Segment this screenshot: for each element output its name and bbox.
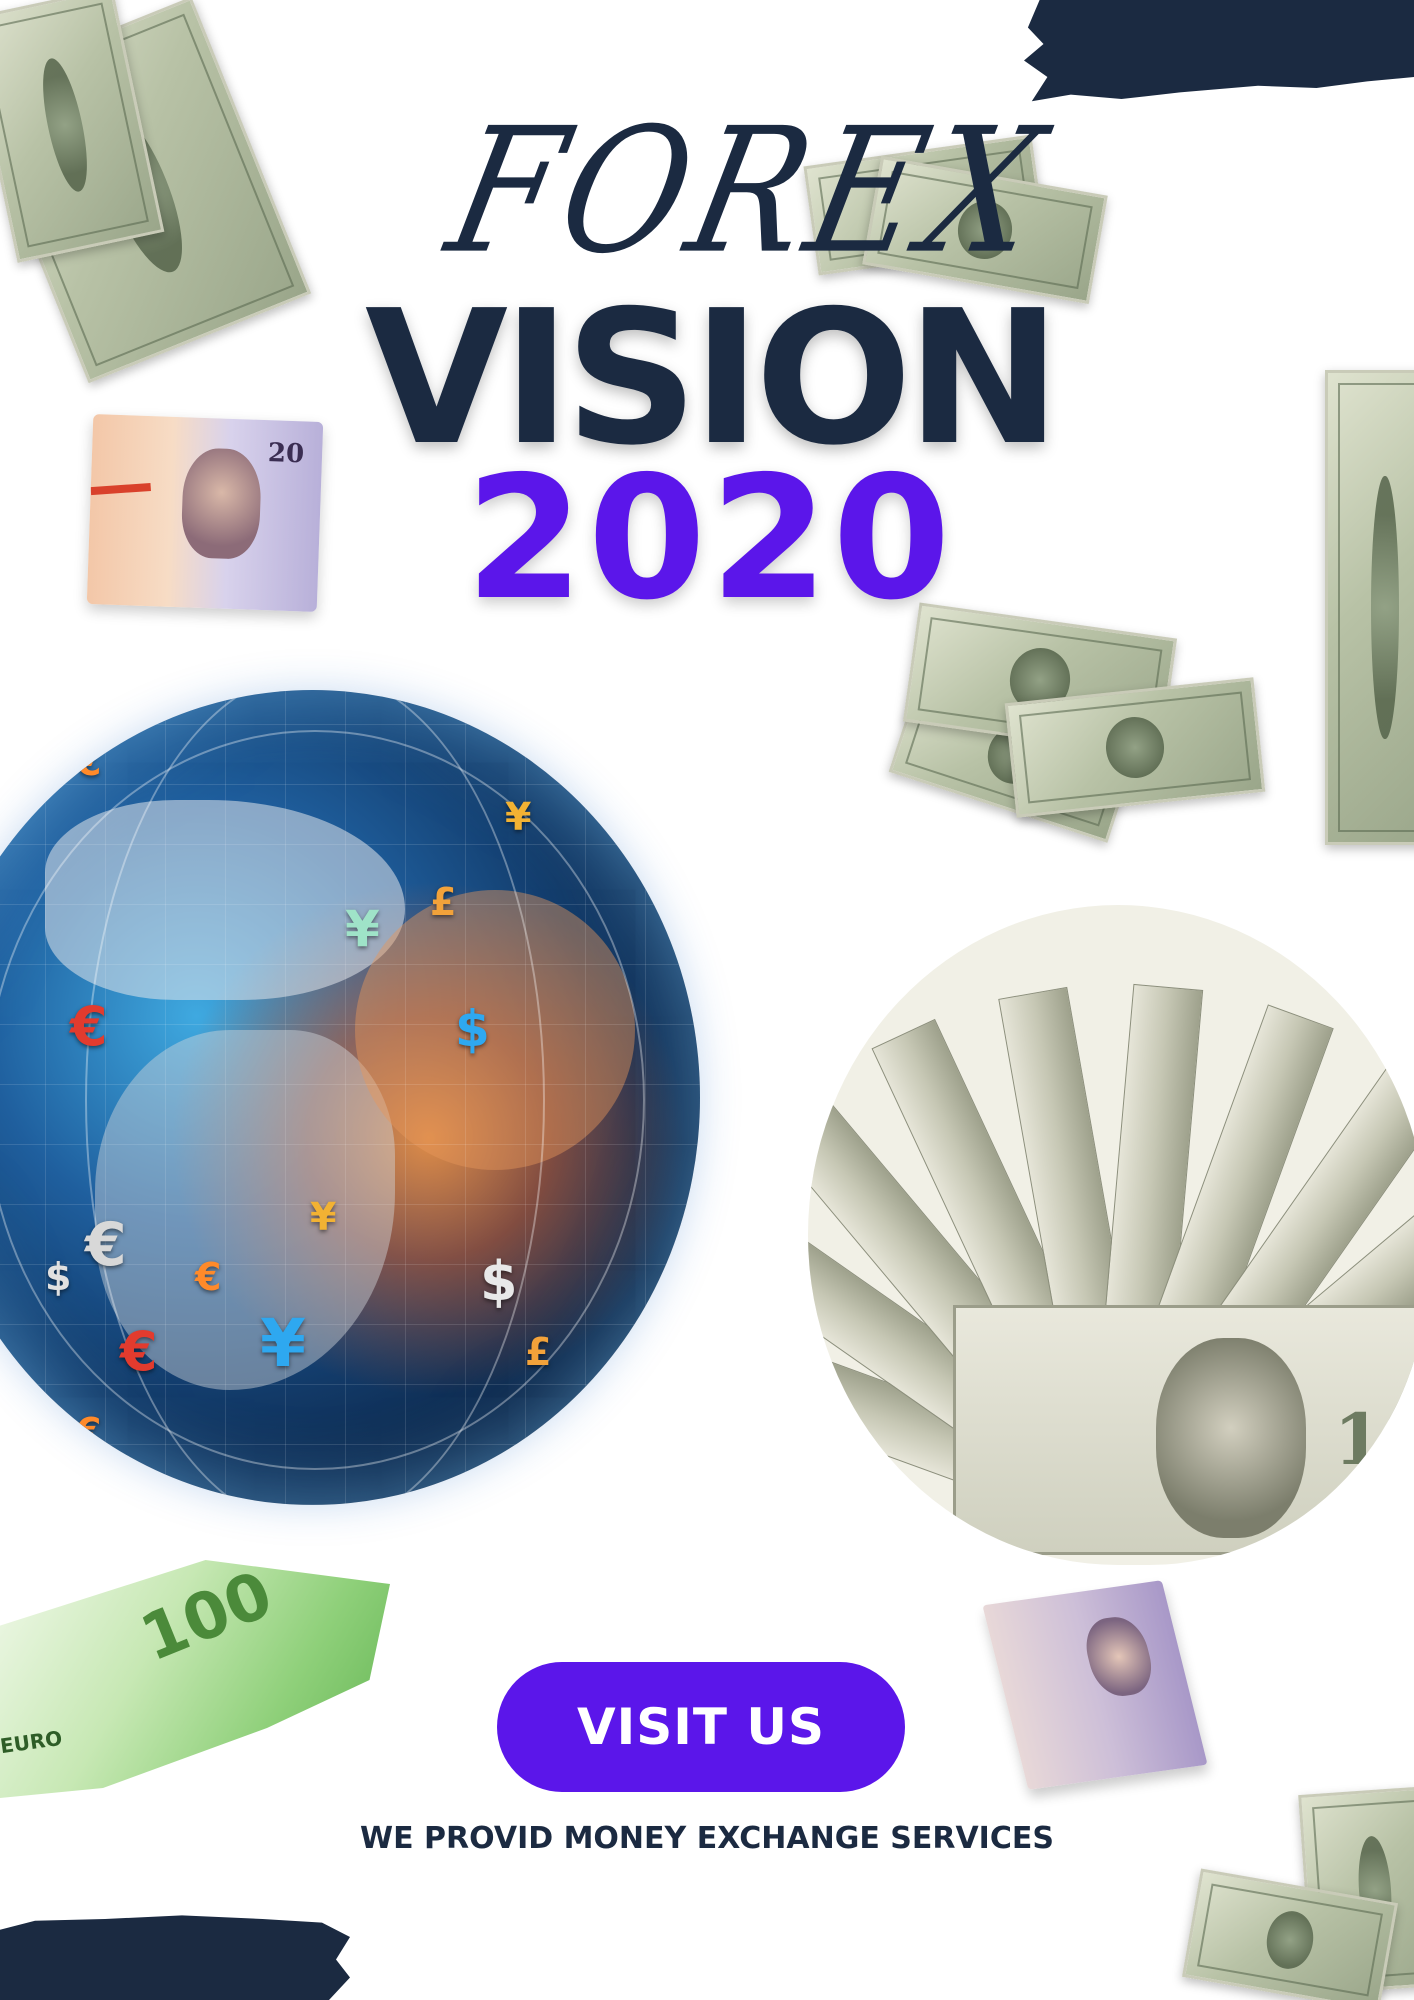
portrait (1156, 1338, 1306, 1538)
euro-note-value: 100 (131, 1557, 283, 1677)
currency-symbol: € (70, 995, 108, 1058)
currency-symbol: ¥ (260, 1305, 306, 1382)
tagline: WE PROVID MONEY EXCHANGE SERVICES (360, 1821, 1054, 1856)
currency-symbol: € (85, 1210, 127, 1280)
currency-symbol: £ (430, 880, 457, 924)
currency-symbol: ¥ (345, 900, 380, 958)
euro-note-word: EURO (0, 1725, 64, 1759)
currency-symbol: € (120, 1320, 158, 1383)
currency-symbol: ¥ (505, 795, 532, 839)
dollar-bill-edge (1325, 370, 1414, 845)
currency-symbol: € (195, 1255, 222, 1299)
navy-brush-stroke-top-right (1024, 0, 1414, 102)
currency-symbol: £ (525, 1330, 552, 1374)
currency-symbol: $ (480, 1250, 518, 1313)
dollar-bill (1004, 677, 1266, 818)
globe-ring (85, 690, 545, 1505)
pound-note-value: 20 (267, 438, 305, 470)
globe-currency-image: € ¥ $ £ € ¥ € ¥ $ € ¥ € £ $ € (0, 690, 700, 1505)
euro-note-image: 100 EURO (0, 1560, 390, 1800)
portrait (180, 447, 263, 560)
title-script: FOREX (433, 91, 1063, 293)
currency-symbol: ¥ (310, 1195, 337, 1239)
title-main: VISION (364, 270, 1061, 486)
navy-brush-stroke-bottom-left (0, 1915, 350, 2000)
pound-note-image: 20 (86, 414, 324, 612)
currency-symbol: € (75, 1410, 102, 1454)
note-value: 100 (1333, 1398, 1414, 1481)
visit-us-button[interactable]: VISIT US (497, 1662, 905, 1792)
pound-note-image (982, 1580, 1208, 1790)
cash-fan-image: 100 (808, 905, 1414, 1565)
portrait (1079, 1613, 1159, 1700)
rubber-band (90, 482, 151, 496)
currency-symbol: $ (45, 1255, 72, 1299)
hundred-dollar-note: 100 (953, 1305, 1414, 1555)
currency-symbol: $ (455, 1000, 490, 1058)
title-year: 2020 (465, 440, 955, 638)
currency-symbol: € (75, 740, 102, 784)
